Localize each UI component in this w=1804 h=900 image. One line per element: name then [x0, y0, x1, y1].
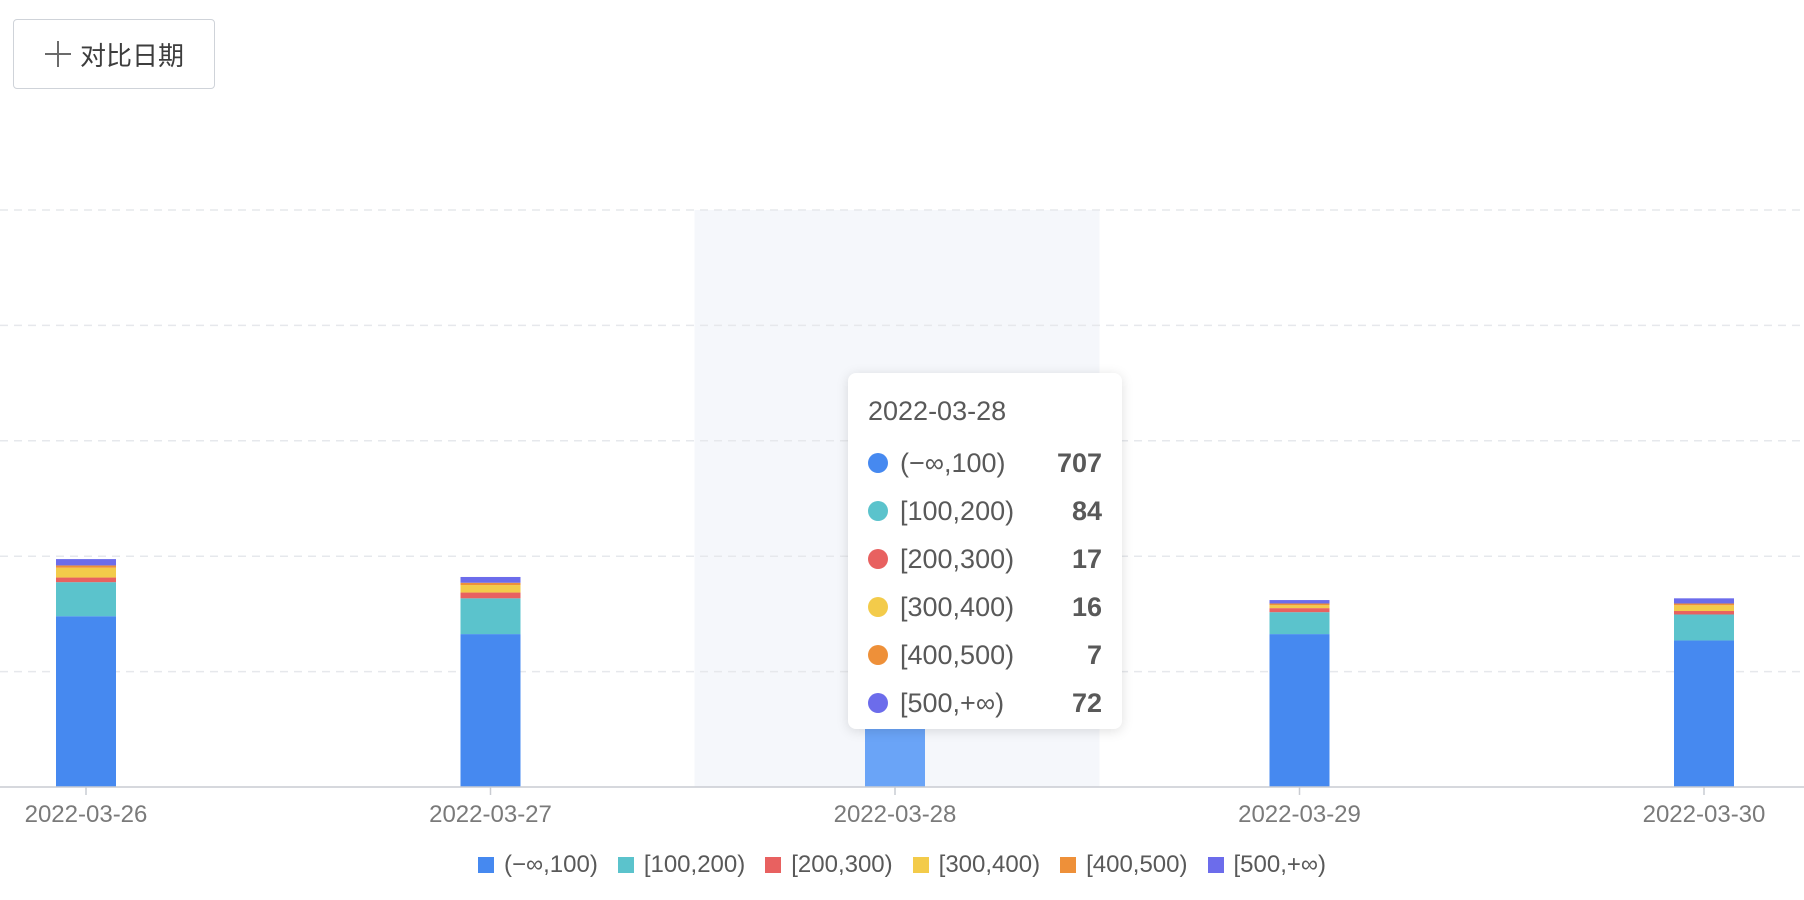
bar-segment	[1674, 611, 1734, 615]
bar-segment	[460, 634, 521, 787]
legend-item[interactable]: [300,400)	[912, 851, 1041, 879]
chart-legend: (−∞,100) [100,200) [200,300) [300,400) [400,…	[0, 848, 1804, 882]
tooltip-row: [100,200) 84	[868, 487, 1102, 535]
bar-segment	[56, 567, 116, 578]
legend-swatch	[765, 857, 782, 873]
legend-label: [300,400)	[938, 851, 1041, 878]
bar-stack-2022-03-29	[1269, 600, 1330, 787]
bar-segment	[460, 598, 521, 635]
legend-swatch	[912, 857, 929, 873]
bar-segment	[56, 582, 116, 617]
bar-stack-2022-03-30	[1674, 598, 1734, 787]
legend-label: [200,300)	[791, 851, 893, 878]
tooltip-title: 2022-03-28	[868, 396, 1007, 426]
tooltip-row: [300,400) 16	[868, 583, 1102, 631]
bar-segment	[1674, 603, 1734, 606]
tooltip-series-name: [400,500)	[900, 639, 1015, 670]
bar-stack-2022-03-27	[460, 576, 521, 787]
tooltip-row: (−∞,100) 707	[868, 439, 1102, 487]
compare-date-label: 对比日期	[79, 40, 184, 71]
x-tick-label: 2022-03-27	[429, 801, 552, 828]
legend-item[interactable]: (−∞,100)	[477, 851, 598, 879]
tooltip-row: [200,300) 17	[868, 535, 1102, 583]
tooltip-series-name: [300,400)	[900, 591, 1015, 622]
bar-segment	[1674, 640, 1734, 787]
tooltip-series-dot	[868, 597, 888, 617]
bar-segment	[1269, 634, 1330, 787]
legend-swatch	[1060, 857, 1077, 873]
tooltip-series-value: 16	[1071, 591, 1102, 622]
tooltip-series-value: 72	[1071, 687, 1102, 718]
tooltip-series-name: (−∞,100)	[900, 447, 1006, 478]
legend-label: [100,200)	[643, 851, 746, 878]
tooltip-series-name: [100,200)	[900, 495, 1015, 526]
bar-segment	[460, 585, 521, 593]
tooltip-series-value: 7	[1086, 639, 1102, 670]
bar-segment	[1674, 605, 1734, 612]
tooltip-series-dot	[868, 645, 888, 665]
legend-label: [400,500)	[1086, 851, 1188, 878]
x-tick-label: 2022-03-30	[1643, 801, 1766, 828]
legend-swatch	[617, 857, 634, 873]
bar-segment	[1269, 608, 1330, 613]
bar-segment	[460, 576, 521, 583]
bar-segment	[1269, 612, 1330, 635]
x-tick-label: 2022-03-28	[834, 801, 957, 828]
bar-segment	[56, 559, 116, 566]
tooltip-series-dot	[868, 501, 888, 521]
x-tick-label: 2022-03-26	[25, 801, 148, 828]
legend-item[interactable]: [100,200)	[617, 851, 746, 879]
bar-segment	[56, 565, 116, 568]
plus-icon	[44, 40, 72, 68]
bar-segment	[56, 616, 116, 787]
tooltip-series-value: 84	[1071, 495, 1102, 526]
tooltip-series-dot	[868, 453, 888, 473]
legend-item[interactable]: [400,500)	[1060, 851, 1188, 879]
tooltip-series-dot	[868, 549, 888, 569]
legend-item[interactable]: [200,300)	[765, 851, 893, 879]
legend-swatch	[477, 857, 494, 873]
legend-label: (−∞,100)	[503, 851, 598, 878]
bar-segment	[1269, 600, 1330, 604]
legend-label: [500,+∞)	[1233, 851, 1327, 878]
bar-segment	[56, 577, 116, 583]
bar-stack-2022-03-26	[56, 559, 116, 787]
compare-date-button[interactable]: 对比日期	[13, 19, 215, 89]
tooltip-series-name: [200,300)	[900, 543, 1015, 574]
legend-swatch	[1207, 857, 1224, 873]
bar-segment	[460, 582, 521, 586]
bar-segment	[1269, 603, 1330, 606]
legend-item[interactable]: [500,+∞)	[1207, 851, 1327, 879]
tooltip-series-dot	[868, 693, 888, 713]
tooltip-series-value: 17	[1071, 543, 1102, 574]
bar-segment	[1269, 605, 1330, 609]
x-tick-label: 2022-03-29	[1238, 801, 1361, 828]
tooltip-series-value: 707	[1056, 447, 1102, 478]
tooltip-series-name: [500,+∞)	[900, 687, 1005, 718]
tooltip-row: [400,500) 7	[868, 631, 1102, 679]
tooltip-row: [500,+∞) 72	[868, 679, 1102, 727]
bar-segment	[1674, 598, 1734, 604]
chart-tooltip: 2022-03-28 (−∞,100) 707 [100,200) 84 [200,30…	[848, 373, 1122, 729]
bar-segment	[460, 592, 521, 599]
bar-segment	[1674, 614, 1734, 641]
